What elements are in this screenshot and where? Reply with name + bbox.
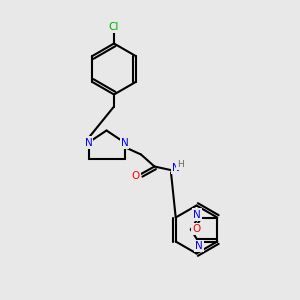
- Text: Cl: Cl: [109, 22, 119, 32]
- Text: N: N: [85, 137, 92, 148]
- Text: O: O: [192, 224, 200, 234]
- Text: N: N: [172, 163, 179, 173]
- Text: O: O: [131, 171, 140, 182]
- Text: N: N: [195, 241, 203, 251]
- Text: H: H: [177, 160, 184, 169]
- Text: N: N: [193, 209, 201, 220]
- Text: N: N: [121, 137, 128, 148]
